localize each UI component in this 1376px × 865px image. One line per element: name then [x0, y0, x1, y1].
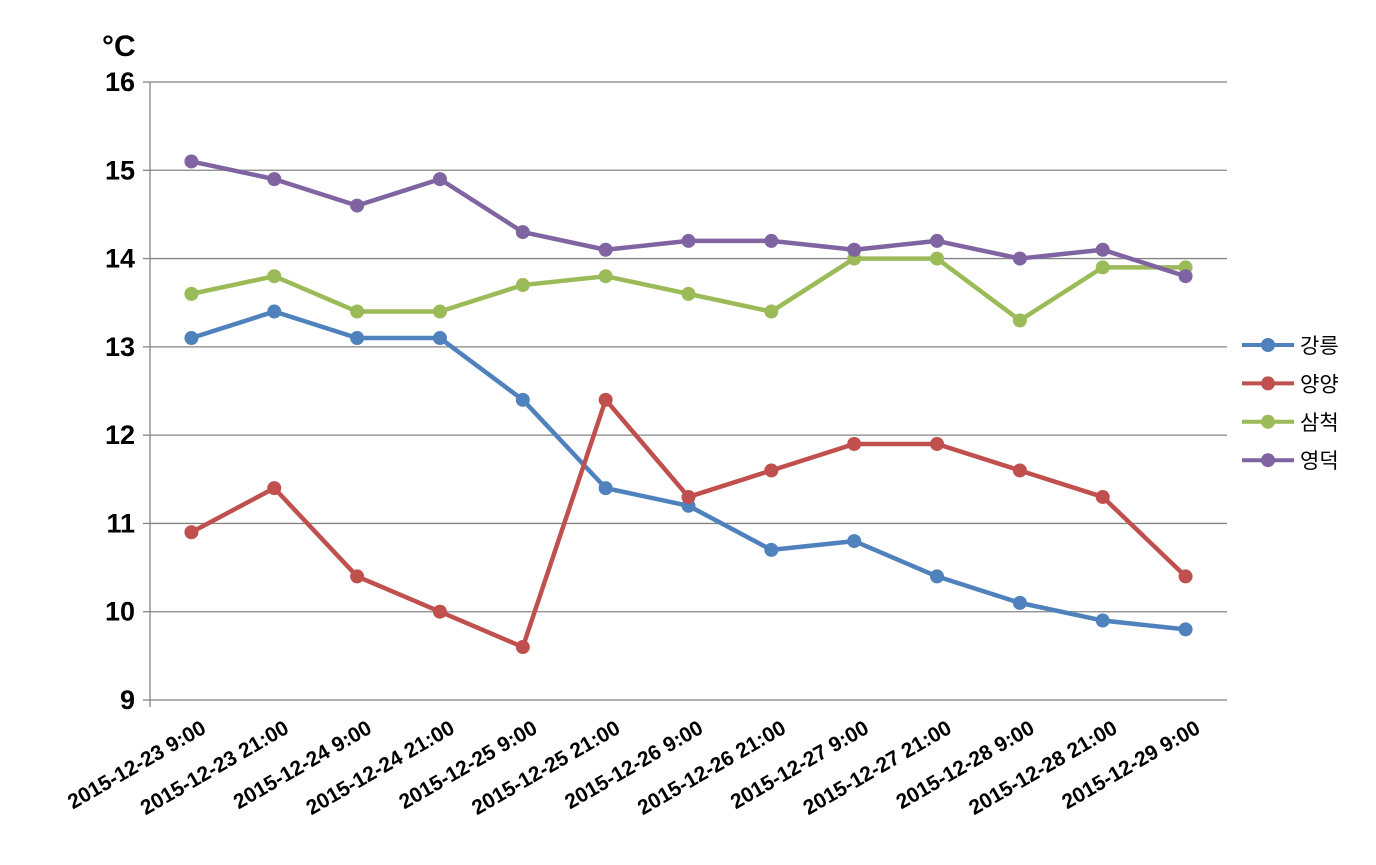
- data-point-marker: [847, 436, 862, 451]
- y-axis-tick-label: 11: [106, 508, 135, 538]
- y-axis-unit-label: °C: [102, 30, 136, 63]
- data-point-marker: [1012, 595, 1027, 610]
- data-point-marker: [350, 304, 365, 319]
- data-point-marker: [515, 640, 530, 655]
- data-point-marker: [267, 269, 282, 284]
- data-point-marker: [432, 604, 447, 619]
- y-axis-tick-label: 14: [105, 244, 135, 274]
- data-point-marker: [350, 569, 365, 584]
- data-point-marker: [598, 392, 613, 407]
- data-point-marker: [1095, 489, 1110, 504]
- data-point-marker: [1178, 269, 1193, 284]
- y-axis-tick-label: 10: [105, 597, 135, 627]
- x-axis-tick-label: 2015-12-29 9:00: [1058, 716, 1204, 814]
- data-point-marker: [764, 304, 779, 319]
- x-axis-tick-label: 2015-12-28 21:00: [965, 716, 1121, 819]
- data-point-marker: [681, 489, 696, 504]
- legend-marker: [1261, 414, 1275, 429]
- data-point-marker: [515, 392, 530, 407]
- data-point-marker: [267, 172, 282, 187]
- data-point-marker: [1012, 313, 1027, 328]
- y-axis-tick-label: 13: [105, 332, 135, 362]
- data-point-marker: [1178, 569, 1193, 584]
- data-point-marker: [930, 251, 945, 266]
- legend-marker: [1261, 376, 1275, 391]
- data-point-marker: [1095, 613, 1110, 628]
- data-point-marker: [681, 286, 696, 301]
- data-point-marker: [764, 542, 779, 557]
- x-axis-tick-label: 2015-12-25 21:00: [468, 716, 624, 819]
- series-line-1: [189, 309, 1188, 632]
- data-point-marker: [847, 534, 862, 549]
- data-point-marker: [350, 198, 365, 213]
- y-axis-tick-label: 9: [120, 685, 135, 715]
- data-point-marker: [267, 481, 282, 496]
- data-point-marker: [598, 481, 613, 496]
- data-point-marker: [432, 172, 447, 187]
- legend-label: 영덕: [1300, 450, 1339, 473]
- x-axis-tick-label: 2015-12-27 21:00: [799, 716, 955, 819]
- data-point-marker: [598, 269, 613, 284]
- y-axis-tick-label: 16: [105, 67, 135, 97]
- data-point-marker: [681, 233, 696, 248]
- data-point-marker: [598, 242, 613, 257]
- data-point-marker: [930, 233, 945, 248]
- data-point-marker: [184, 286, 199, 301]
- legend-marker: [1261, 338, 1275, 352]
- data-point-marker: [184, 525, 199, 540]
- data-point-marker: [764, 463, 779, 478]
- x-axis-tick-label: 2015-12-26 21:00: [634, 716, 790, 819]
- data-point-marker: [764, 233, 779, 248]
- data-point-marker: [1012, 251, 1027, 266]
- x-axis-tick-label: 2015-12-23 21:00: [137, 716, 293, 819]
- data-point-marker: [184, 331, 199, 346]
- data-point-marker: [847, 242, 862, 257]
- data-point-marker: [432, 331, 447, 346]
- y-axis-tick-label: 15: [105, 155, 135, 185]
- data-point-marker: [1095, 260, 1110, 275]
- data-point-marker: [350, 331, 365, 346]
- data-point-marker: [930, 436, 945, 451]
- data-point-marker: [930, 569, 945, 584]
- data-point-marker: [432, 304, 447, 319]
- data-point-marker: [267, 304, 282, 319]
- legend-marker: [1261, 453, 1275, 468]
- legend-label: 양양: [1300, 373, 1339, 396]
- data-point-marker: [184, 154, 199, 169]
- y-axis-tick-label: 12: [105, 420, 135, 450]
- legend-label: 삼척: [1300, 412, 1339, 435]
- data-point-marker: [1095, 242, 1110, 257]
- data-point-marker: [1178, 622, 1193, 637]
- legend-label: 강릉: [1300, 335, 1339, 358]
- data-point-marker: [1012, 463, 1027, 478]
- x-axis-tick-label: 2015-12-24 21:00: [302, 716, 458, 819]
- data-point-marker: [515, 278, 530, 293]
- data-point-marker: [515, 225, 530, 240]
